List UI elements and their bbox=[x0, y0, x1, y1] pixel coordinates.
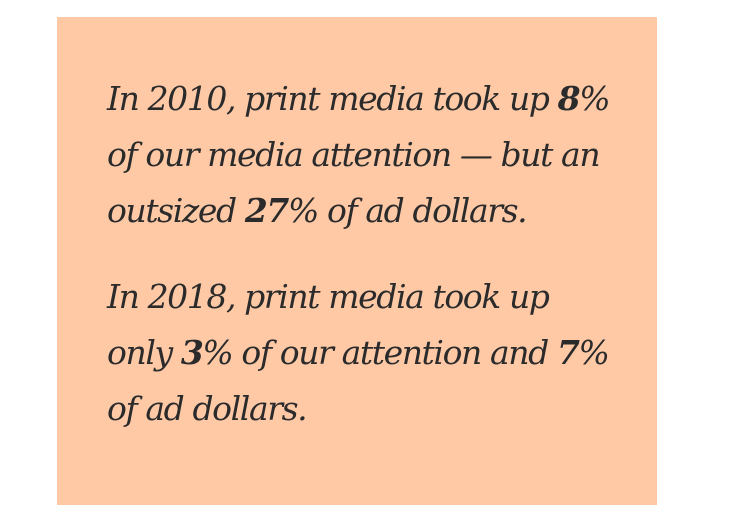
text: outsized bbox=[107, 191, 245, 230]
text: % bbox=[578, 333, 610, 372]
text: of ad dollars. bbox=[107, 389, 308, 428]
line: only 3% of our attention and 7% bbox=[107, 333, 610, 372]
text: In 2018, print media took up bbox=[107, 277, 550, 316]
text: only bbox=[107, 333, 181, 372]
paragraph-2018: In 2018, print media took up only 3% of … bbox=[107, 269, 627, 437]
line: In 2010, print media took up 8% bbox=[107, 79, 611, 118]
paragraph-2010: In 2010, print media took up 8% of our m… bbox=[107, 71, 627, 239]
text: % of our attention and bbox=[202, 333, 557, 372]
line: In 2018, print media took up bbox=[107, 277, 550, 316]
line: of our media attention — but an bbox=[107, 135, 601, 174]
stat-number: 7 bbox=[556, 333, 580, 372]
text: % of ad dollars. bbox=[287, 191, 528, 230]
text: In 2010, print media took up bbox=[107, 79, 558, 118]
line: of ad dollars. bbox=[107, 389, 308, 428]
text: % bbox=[579, 79, 610, 118]
stat-number: 27 bbox=[244, 191, 290, 230]
stat-number: 8 bbox=[557, 79, 581, 118]
quote-card: In 2010, print media took up 8% of our m… bbox=[57, 17, 657, 505]
line: outsized 27% of ad dollars. bbox=[107, 191, 528, 230]
text: of our media attention — but an bbox=[107, 135, 601, 174]
stat-number: 3 bbox=[180, 333, 204, 372]
